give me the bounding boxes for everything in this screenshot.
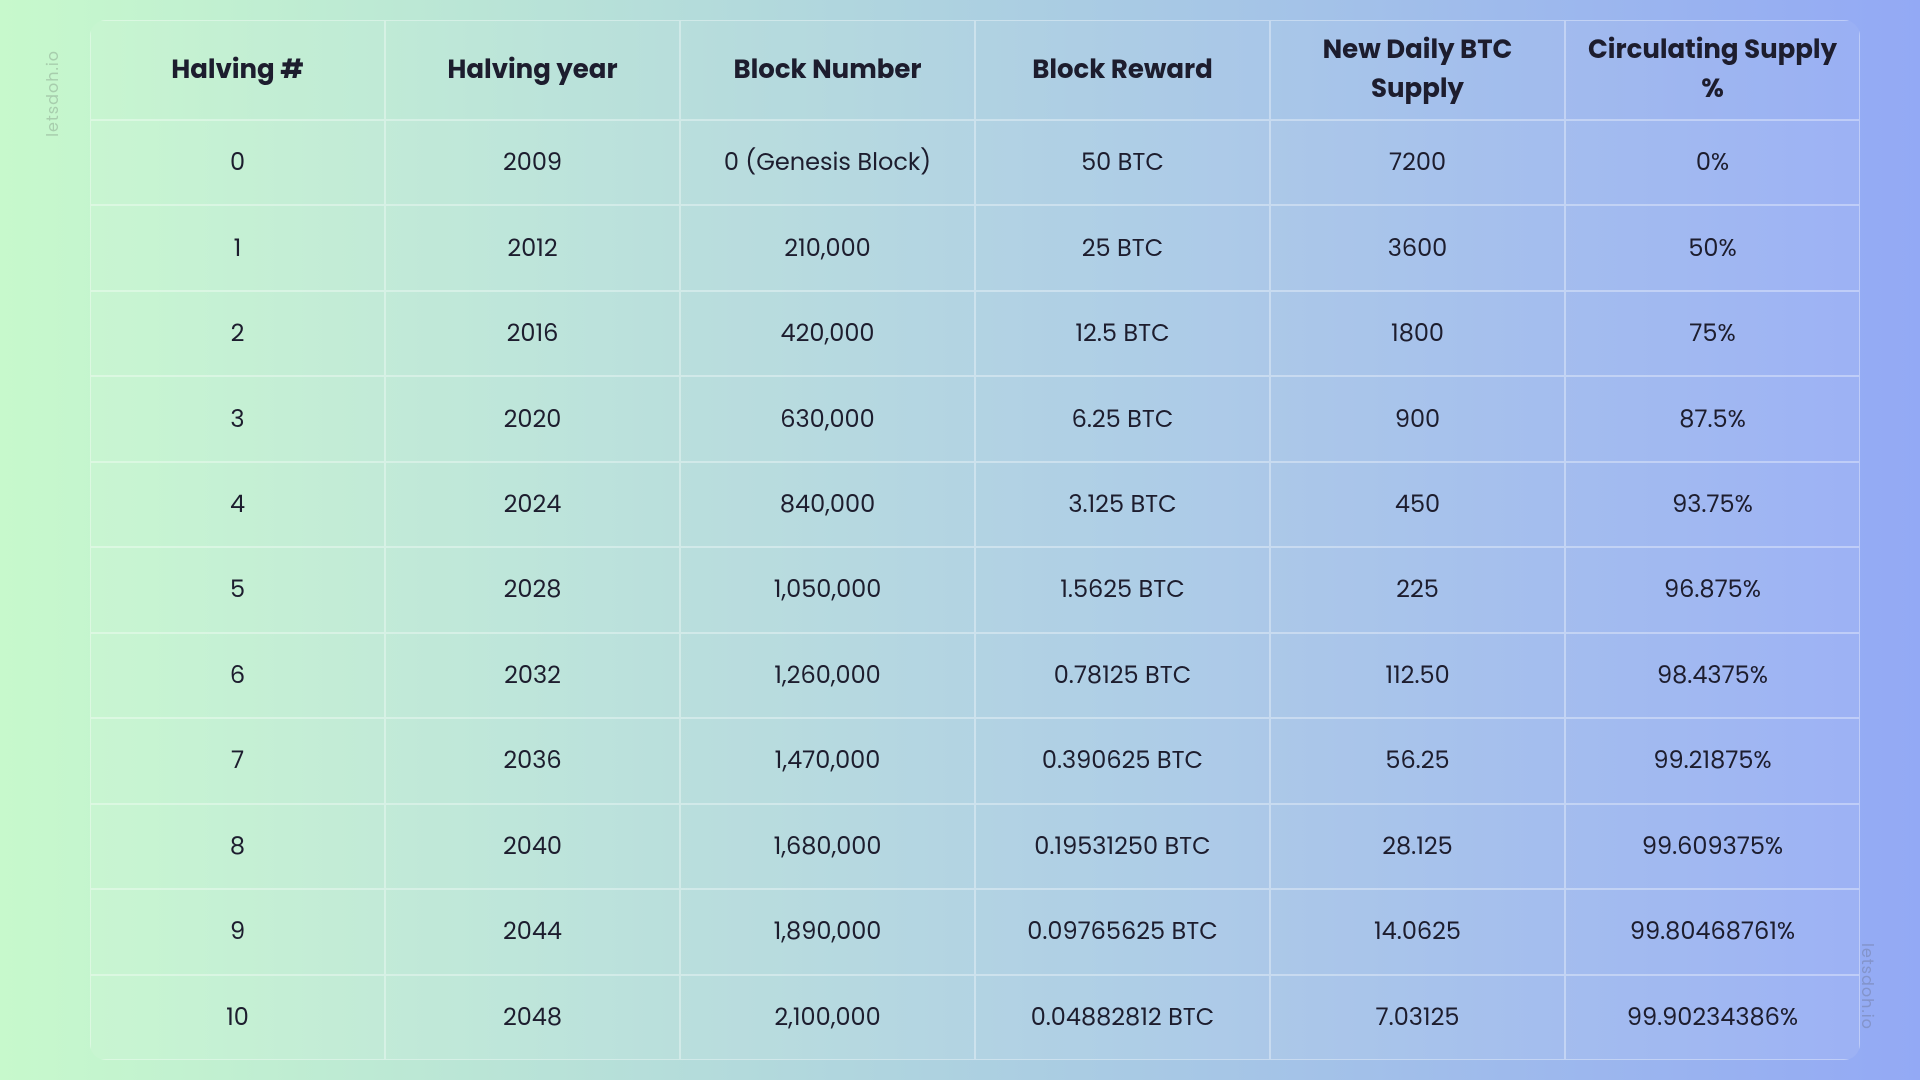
table-cell: 2009 bbox=[385, 120, 680, 205]
table-row: 620321,260,0000.78125 BTC112.5098.4375% bbox=[90, 633, 1860, 718]
table-cell: 12.5 BTC bbox=[975, 291, 1270, 376]
table-cell: 25 BTC bbox=[975, 205, 1270, 290]
table-cell: 2028 bbox=[385, 547, 680, 632]
table-cell: 2012 bbox=[385, 205, 680, 290]
table-cell: 2040 bbox=[385, 804, 680, 889]
table-cell: 0.09765625 BTC bbox=[975, 889, 1270, 974]
halving-table: Halving # Halving year Block Number Bloc… bbox=[90, 20, 1860, 1060]
table-cell: 225 bbox=[1270, 547, 1565, 632]
table-cell: 0.19531250 BTC bbox=[975, 804, 1270, 889]
table-cell: 2024 bbox=[385, 462, 680, 547]
table-cell: 1.5625 BTC bbox=[975, 547, 1270, 632]
table-cell: 1,260,000 bbox=[680, 633, 975, 718]
table-cell: 1 bbox=[90, 205, 385, 290]
halving-table-container: Halving # Halving year Block Number Bloc… bbox=[90, 20, 1860, 1060]
table-cell: 9 bbox=[90, 889, 385, 974]
table-cell: 7 bbox=[90, 718, 385, 803]
table-row: 12012210,00025 BTC360050% bbox=[90, 205, 1860, 290]
col-block-number: Block Number bbox=[680, 20, 975, 120]
table-cell: 50 BTC bbox=[975, 120, 1270, 205]
table-cell: 7.03125 bbox=[1270, 975, 1565, 1060]
table-cell: 75% bbox=[1565, 291, 1860, 376]
table-row: 520281,050,0001.5625 BTC22596.875% bbox=[90, 547, 1860, 632]
table-cell: 210,000 bbox=[680, 205, 975, 290]
table-cell: 1800 bbox=[1270, 291, 1565, 376]
table-row: 42024840,0003.125 BTC45093.75% bbox=[90, 462, 1860, 547]
table-cell: 630,000 bbox=[680, 376, 975, 461]
table-cell: 0.390625 BTC bbox=[975, 718, 1270, 803]
table-row: 920441,890,0000.09765625 BTC14.062599.80… bbox=[90, 889, 1860, 974]
table-cell: 4 bbox=[90, 462, 385, 547]
table-row: 020090 (Genesis Block)50 BTC72000% bbox=[90, 120, 1860, 205]
table-cell: 0.04882812 BTC bbox=[975, 975, 1270, 1060]
table-cell: 14.0625 bbox=[1270, 889, 1565, 974]
table-cell: 2032 bbox=[385, 633, 680, 718]
table-cell: 0 (Genesis Block) bbox=[680, 120, 975, 205]
table-cell: 1,680,000 bbox=[680, 804, 975, 889]
table-body: 020090 (Genesis Block)50 BTC72000%120122… bbox=[90, 120, 1860, 1060]
table-cell: 2036 bbox=[385, 718, 680, 803]
table-row: 720361,470,0000.390625 BTC56.2599.21875% bbox=[90, 718, 1860, 803]
table-cell: 6 bbox=[90, 633, 385, 718]
table-cell: 96.875% bbox=[1565, 547, 1860, 632]
table-cell: 900 bbox=[1270, 376, 1565, 461]
table-header-row: Halving # Halving year Block Number Bloc… bbox=[90, 20, 1860, 120]
table-cell: 3600 bbox=[1270, 205, 1565, 290]
table-cell: 0 bbox=[90, 120, 385, 205]
table-cell: 0.78125 BTC bbox=[975, 633, 1270, 718]
table-cell: 10 bbox=[90, 975, 385, 1060]
col-daily-supply: New Daily BTC Supply bbox=[1270, 20, 1565, 120]
table-cell: 98.4375% bbox=[1565, 633, 1860, 718]
table-cell: 93.75% bbox=[1565, 462, 1860, 547]
table-cell: 2044 bbox=[385, 889, 680, 974]
table-cell: 87.5% bbox=[1565, 376, 1860, 461]
table-cell: 5 bbox=[90, 547, 385, 632]
table-cell: 840,000 bbox=[680, 462, 975, 547]
table-row: 32020630,0006.25 BTC90087.5% bbox=[90, 376, 1860, 461]
table-cell: 99.609375% bbox=[1565, 804, 1860, 889]
table-cell: 1,890,000 bbox=[680, 889, 975, 974]
col-block-reward: Block Reward bbox=[975, 20, 1270, 120]
table-cell: 3 bbox=[90, 376, 385, 461]
table-cell: 8 bbox=[90, 804, 385, 889]
table-row: 22016420,00012.5 BTC180075% bbox=[90, 291, 1860, 376]
table-cell: 1,470,000 bbox=[680, 718, 975, 803]
table-cell: 28.125 bbox=[1270, 804, 1565, 889]
table-cell: 99.21875% bbox=[1565, 718, 1860, 803]
table-cell: 2048 bbox=[385, 975, 680, 1060]
col-halving-year: Halving year bbox=[385, 20, 680, 120]
col-halving-number: Halving # bbox=[90, 20, 385, 120]
col-circulating: Circulating Supply % bbox=[1565, 20, 1860, 120]
table-cell: 6.25 BTC bbox=[975, 376, 1270, 461]
table-cell: 3.125 BTC bbox=[975, 462, 1270, 547]
table-cell: 99.90234386% bbox=[1565, 975, 1860, 1060]
table-cell: 56.25 bbox=[1270, 718, 1565, 803]
table-cell: 50% bbox=[1565, 205, 1860, 290]
table-cell: 112.50 bbox=[1270, 633, 1565, 718]
table-cell: 2 bbox=[90, 291, 385, 376]
table-cell: 2020 bbox=[385, 376, 680, 461]
table-row: 1020482,100,0000.04882812 BTC7.0312599.9… bbox=[90, 975, 1860, 1060]
table-cell: 1,050,000 bbox=[680, 547, 975, 632]
table-row: 820401,680,0000.19531250 BTC28.12599.609… bbox=[90, 804, 1860, 889]
table-cell: 99.80468761% bbox=[1565, 889, 1860, 974]
table-cell: 7200 bbox=[1270, 120, 1565, 205]
table-cell: 450 bbox=[1270, 462, 1565, 547]
table-cell: 0% bbox=[1565, 120, 1860, 205]
table-cell: 420,000 bbox=[680, 291, 975, 376]
table-cell: 2,100,000 bbox=[680, 975, 975, 1060]
table-cell: 2016 bbox=[385, 291, 680, 376]
